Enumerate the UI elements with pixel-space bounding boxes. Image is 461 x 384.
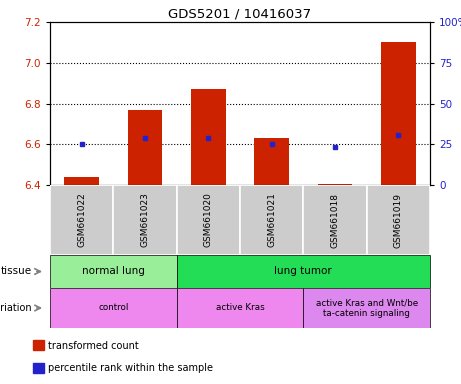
Text: genotype/variation: genotype/variation [0, 303, 32, 313]
Text: percentile rank within the sample: percentile rank within the sample [48, 364, 213, 374]
Text: control: control [98, 303, 129, 313]
Bar [240, 185, 303, 255]
Text: GSM661022: GSM661022 [77, 193, 86, 247]
Text: lung tumor: lung tumor [274, 266, 332, 276]
Text: normal lung: normal lung [82, 266, 145, 276]
Text: active Kras and Wnt/be
ta-catenin signaling: active Kras and Wnt/be ta-catenin signal… [316, 298, 418, 318]
Bar [33, 363, 44, 372]
Bar [50, 185, 113, 255]
Bar [50, 288, 177, 328]
Bar [50, 255, 177, 288]
Text: active Kras: active Kras [216, 303, 264, 313]
Bar [33, 340, 44, 350]
Text: GSM661023: GSM661023 [141, 192, 149, 247]
Bar [64, 177, 99, 185]
Bar [366, 185, 430, 255]
Text: GSM661018: GSM661018 [331, 192, 339, 248]
Text: GSM661019: GSM661019 [394, 192, 403, 248]
Text: GSM661020: GSM661020 [204, 192, 213, 247]
Bar [128, 109, 162, 185]
Text: tissue: tissue [1, 266, 32, 276]
Bar [303, 185, 366, 255]
Bar [318, 184, 352, 185]
Bar [254, 138, 289, 185]
Bar [113, 185, 177, 255]
Bar [177, 288, 303, 328]
Bar [177, 255, 430, 288]
Bar [191, 89, 226, 185]
Title: GDS5201 / 10416037: GDS5201 / 10416037 [168, 8, 312, 21]
Text: transformed count: transformed count [48, 341, 139, 351]
Bar [177, 185, 240, 255]
Text: GSM661021: GSM661021 [267, 192, 276, 247]
Bar [303, 288, 430, 328]
Bar [381, 42, 416, 185]
